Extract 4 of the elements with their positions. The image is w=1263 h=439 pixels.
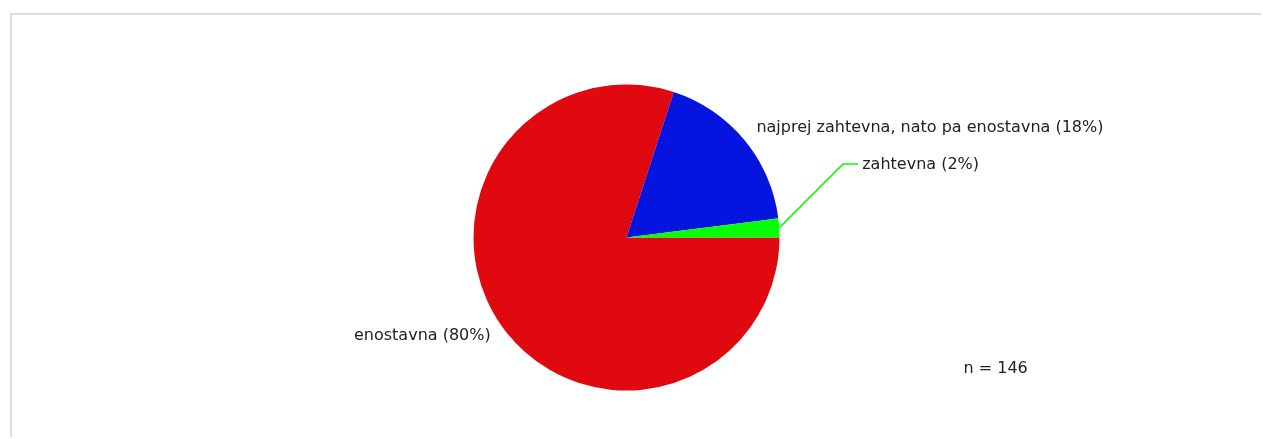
slice-label: zahtevna (2%) bbox=[862, 154, 980, 174]
slice-label: najprej zahtevna, nato pa enostavna (18%) bbox=[756, 117, 1104, 137]
text: n = 146 bbox=[963, 358, 1028, 377]
slice-label: enostavna (80%) bbox=[353, 324, 491, 344]
